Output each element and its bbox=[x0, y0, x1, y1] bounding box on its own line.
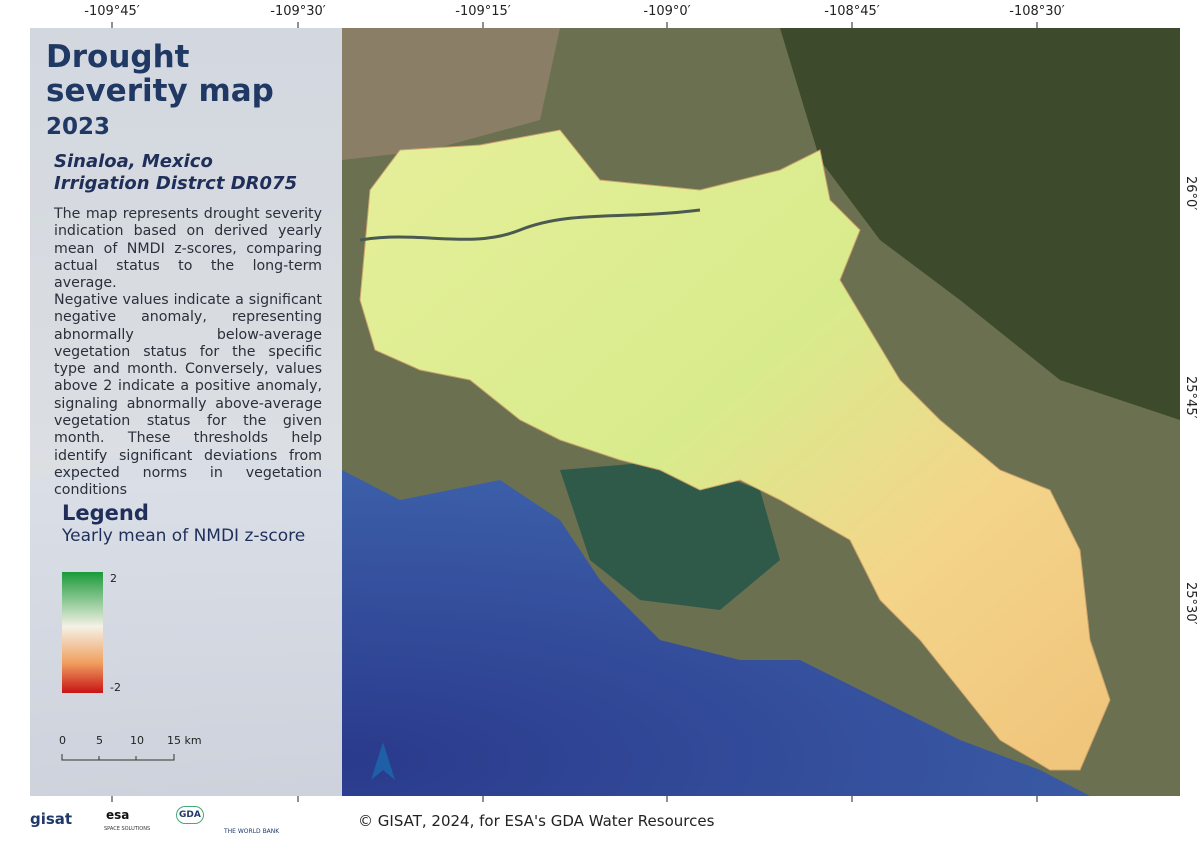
farmland bbox=[342, 28, 560, 160]
description: The map represents drought severity indi… bbox=[54, 206, 322, 292]
longitude-label: -109°0′ bbox=[643, 4, 691, 19]
region: Sinaloa, Mexico bbox=[54, 151, 213, 172]
north-arrow bbox=[371, 742, 395, 780]
description: Negative values indicate a significant n… bbox=[54, 292, 322, 499]
legend-ramp bbox=[62, 572, 103, 693]
scale-label: 10 bbox=[130, 734, 144, 747]
district: Irrigation Distrct DR075 bbox=[54, 173, 298, 194]
legend-max: 2 bbox=[110, 572, 117, 585]
longitude-label: -109°30′ bbox=[270, 4, 326, 19]
longitude-label: -108°45′ bbox=[824, 4, 880, 19]
logo-world-bank: THE WORLD BANK bbox=[224, 828, 280, 835]
latitude-label: 26°0′ bbox=[1183, 176, 1198, 211]
credit: © GISAT, 2024, for ESA's GDA Water Resou… bbox=[358, 812, 715, 830]
longitude-label: -109°15′ bbox=[455, 4, 511, 19]
scale-label: 0 bbox=[59, 734, 66, 747]
logo-esa: esa bbox=[106, 808, 130, 822]
longitude-label: -109°45′ bbox=[84, 4, 140, 19]
river bbox=[359, 208, 701, 242]
logo-esa-sub: SPACE SOLUTIONS bbox=[104, 826, 151, 832]
legend-min: -2 bbox=[110, 681, 121, 694]
legend-title: Legend bbox=[62, 501, 149, 525]
logo-gda: GDA bbox=[176, 806, 204, 824]
year: 2023 bbox=[46, 114, 111, 140]
longitude-label: -108°30′ bbox=[1009, 4, 1065, 19]
frame-ticks bbox=[111, 22, 1038, 802]
irrigation-district bbox=[359, 129, 1111, 771]
scale-bar bbox=[61, 754, 175, 761]
scale-label: 15 km bbox=[167, 734, 202, 747]
logo-gisat: gisat bbox=[30, 810, 73, 828]
scale-label: 5 bbox=[96, 734, 103, 747]
latitude-label: 25°30′ bbox=[1183, 582, 1198, 625]
bay bbox=[560, 460, 780, 610]
legend-subtitle: Yearly mean of NMDI z-score bbox=[62, 526, 306, 546]
title: Drought severity map bbox=[46, 39, 274, 109]
mountains bbox=[780, 28, 1180, 420]
latitude-label: 25°45′ bbox=[1183, 376, 1198, 419]
